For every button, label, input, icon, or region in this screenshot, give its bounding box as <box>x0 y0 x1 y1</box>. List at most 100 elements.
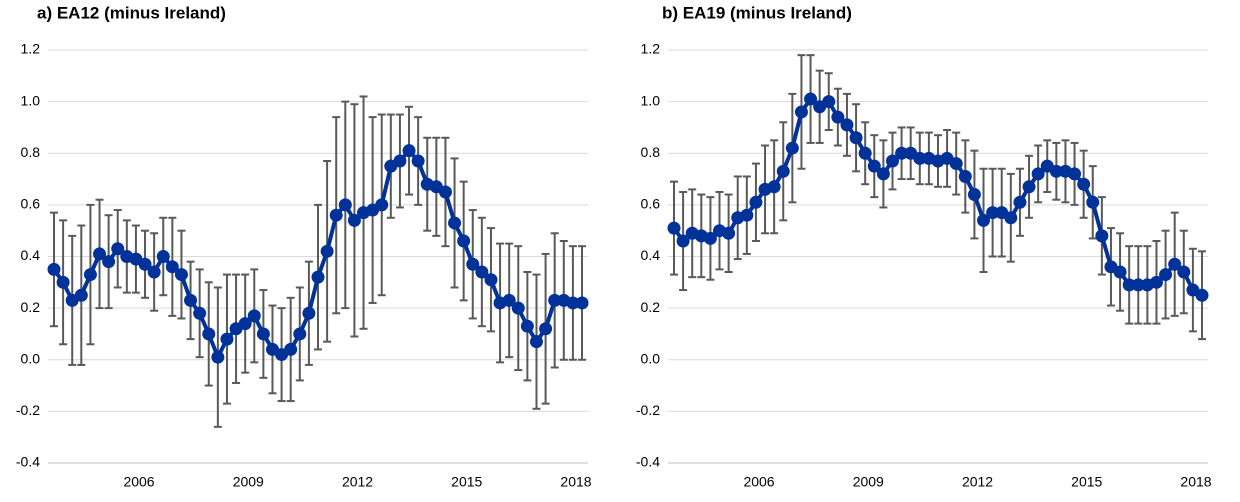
x-tick-label: 2009 <box>853 474 884 490</box>
data-point <box>776 164 790 178</box>
y-tick-label: 0.0 <box>641 350 661 366</box>
data-point <box>867 159 881 173</box>
y-tick-label: 0.8 <box>641 144 661 160</box>
y-tick-label: 0.4 <box>21 247 41 263</box>
data-point <box>1022 180 1036 194</box>
data-point <box>184 293 198 307</box>
data-point <box>1177 265 1191 279</box>
data-point <box>484 273 498 287</box>
data-point <box>448 216 462 230</box>
data-point <box>329 208 343 222</box>
data-point <box>539 322 553 336</box>
data-point <box>1149 275 1163 289</box>
data-point <box>794 105 808 119</box>
data-point <box>749 195 763 209</box>
data-point <box>804 92 818 106</box>
data-point <box>174 268 188 282</box>
data-point <box>247 309 261 323</box>
data-point <box>895 146 909 160</box>
data-point <box>502 293 516 307</box>
data-point <box>520 319 534 333</box>
x-tick-label: 2012 <box>342 474 373 490</box>
data-point <box>83 268 97 282</box>
data-point <box>858 146 872 160</box>
y-tick-label: 0.0 <box>21 350 41 366</box>
data-point <box>1004 211 1018 225</box>
data-point <box>822 95 836 109</box>
data-point <box>511 301 525 315</box>
data-point <box>74 288 88 302</box>
data-point <box>1013 195 1027 209</box>
data-point <box>1086 195 1100 209</box>
data-point <box>1049 164 1063 178</box>
y-tick-label: 0.4 <box>641 247 661 263</box>
data-point <box>338 198 352 212</box>
data-point <box>967 188 981 202</box>
data-point <box>475 265 489 279</box>
data-point <box>949 157 963 171</box>
data-point <box>393 154 407 168</box>
data-point <box>1077 177 1091 191</box>
data-point <box>202 327 216 341</box>
data-point <box>703 231 717 245</box>
x-tick-label: 2006 <box>123 474 154 490</box>
data-point <box>220 332 234 346</box>
data-point <box>740 208 754 222</box>
data-point <box>138 257 152 271</box>
data-point <box>676 234 690 248</box>
data-point <box>165 260 179 274</box>
data-point <box>1095 229 1109 243</box>
data-point <box>566 296 580 310</box>
y-tick-label: 1.2 <box>21 41 41 57</box>
data-point <box>1131 278 1145 292</box>
data-point <box>785 141 799 155</box>
data-point <box>284 342 298 356</box>
chart-title: a) EA12 (minus Ireland) <box>37 3 226 22</box>
data-point <box>402 144 416 158</box>
data-point <box>411 154 425 168</box>
y-tick-label: -0.4 <box>636 454 660 470</box>
data-point <box>238 317 252 331</box>
data-point <box>111 242 125 256</box>
data-point <box>320 244 334 258</box>
y-tick-label: -0.2 <box>636 402 660 418</box>
data-point <box>986 206 1000 220</box>
x-tick-label: 2015 <box>1071 474 1102 490</box>
data-point <box>1068 167 1082 181</box>
data-point <box>1031 167 1045 181</box>
y-tick-label: 0.8 <box>21 144 41 160</box>
y-tick-label: 0.2 <box>641 299 661 315</box>
data-point <box>1195 288 1209 302</box>
data-point <box>548 293 562 307</box>
y-tick-label: -0.4 <box>16 454 40 470</box>
y-tick-label: 0.6 <box>21 196 41 212</box>
data-point <box>347 213 361 227</box>
y-tick-label: -0.2 <box>16 402 40 418</box>
x-tick-label: 2015 <box>451 474 482 490</box>
data-point <box>466 257 480 271</box>
data-point <box>256 327 270 341</box>
data-point <box>722 226 736 240</box>
data-point <box>1122 278 1136 292</box>
data-point <box>457 234 471 248</box>
data-point <box>56 275 70 289</box>
data-point <box>147 265 161 279</box>
data-point <box>876 167 890 181</box>
data-point <box>958 169 972 183</box>
data-point <box>977 213 991 227</box>
data-point <box>840 118 854 132</box>
data-point <box>831 110 845 124</box>
data-point <box>102 255 116 269</box>
x-tick-label: 2009 <box>233 474 264 490</box>
data-point <box>1168 257 1182 271</box>
x-tick-label: 2018 <box>560 474 591 490</box>
y-tick-label: 1.0 <box>21 92 41 108</box>
data-point <box>193 306 207 320</box>
x-tick-label: 2012 <box>962 474 993 490</box>
data-point <box>667 221 681 235</box>
data-point <box>575 296 589 310</box>
data-point <box>311 270 325 284</box>
x-tick-label: 2018 <box>1180 474 1211 490</box>
data-point <box>913 151 927 165</box>
